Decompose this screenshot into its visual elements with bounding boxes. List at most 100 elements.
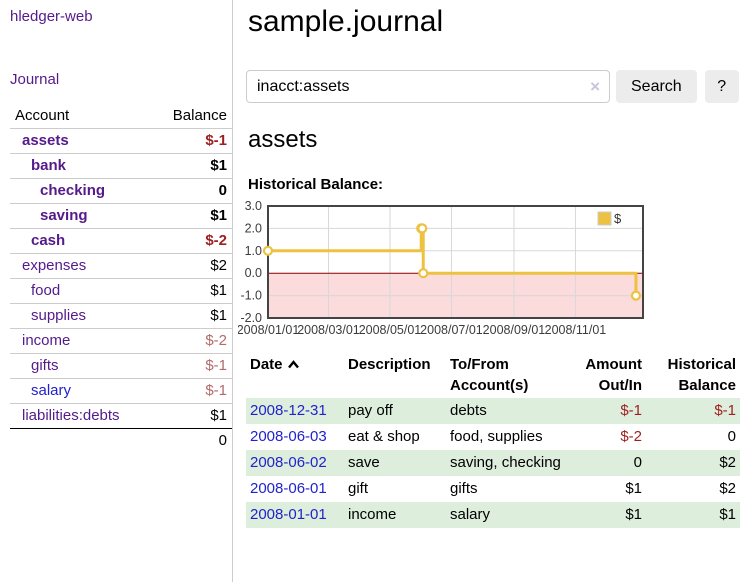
- account-row: cash $-2: [10, 228, 232, 254]
- svg-text:2008/01/01: 2008/01/01: [238, 323, 299, 337]
- svg-text:2008/05/01: 2008/05/01: [359, 323, 422, 337]
- register-row: 2008-06-01 gift gifts $1 $2: [246, 476, 740, 502]
- account-balance: $-1: [205, 132, 227, 149]
- account-row: income $-2: [10, 328, 232, 354]
- clear-search-icon[interactable]: ×: [590, 77, 600, 96]
- account-balance: $1: [210, 407, 227, 424]
- transaction-description: gift: [348, 480, 369, 497]
- chart-title: Historical Balance:: [248, 176, 384, 193]
- register-header-date[interactable]: Date: [246, 352, 344, 398]
- account-link[interactable]: expenses: [22, 257, 87, 274]
- app-title-link[interactable]: hledger-web: [10, 8, 93, 25]
- account-link[interactable]: food: [31, 282, 61, 299]
- account-row: expenses $2: [10, 253, 232, 279]
- transaction-amount: $1: [625, 506, 642, 523]
- search-box: ×: [246, 70, 610, 103]
- register-header-amount: Amount Out/In: [585, 356, 642, 394]
- account-row: food $1: [10, 278, 232, 304]
- transaction-accounts: food, supplies: [450, 428, 543, 445]
- transaction-date-link[interactable]: 2008-06-02: [250, 454, 327, 471]
- account-link[interactable]: checking: [40, 182, 106, 199]
- register-header-accounts: To/From Account(s): [450, 356, 529, 394]
- account-link[interactable]: bank: [31, 157, 67, 174]
- sidebar-item-journal[interactable]: Journal: [10, 71, 60, 88]
- account-link[interactable]: liabilities:debts: [22, 407, 120, 424]
- account-row: supplies $1: [10, 303, 232, 329]
- sidebar: hledger-web Journal Account Balance asse…: [0, 0, 233, 582]
- account-row: bank $1: [10, 153, 232, 179]
- svg-text:3.0: 3.0: [245, 200, 262, 213]
- svg-text:2008/07/01: 2008/07/01: [420, 323, 483, 337]
- svg-text:2008/09/01: 2008/09/01: [483, 323, 546, 337]
- account-heading: assets: [248, 126, 318, 153]
- account-link[interactable]: cash: [31, 232, 66, 249]
- account-row: saving $1: [10, 203, 232, 229]
- historical-balance-chart: $3.0 2.0 1.0 0.0 -1.0 -2.0 2008/01/01 2008/03/0…: [237, 199, 740, 352]
- search-input[interactable]: [247, 77, 589, 96]
- chart-svg: $3.0 2.0 1.0 0.0 -1.0 -2.02008/01/012008/03/0…: [237, 199, 644, 337]
- transaction-description: pay off: [348, 402, 393, 419]
- transaction-balance: $1: [719, 506, 736, 523]
- account-balance: $-2: [205, 232, 227, 249]
- account-link[interactable]: saving: [40, 207, 88, 224]
- transaction-date-link[interactable]: 2008-01-01: [250, 506, 327, 523]
- account-balance: $-2: [205, 332, 227, 349]
- help-button[interactable]: ?: [704, 70, 739, 103]
- svg-text:0.0: 0.0: [245, 266, 262, 280]
- account-link[interactable]: supplies: [31, 307, 87, 324]
- svg-text:-2.0: -2.0: [240, 311, 262, 325]
- sort-asc-icon: [287, 354, 300, 375]
- account-link[interactable]: assets: [22, 132, 69, 149]
- transaction-date-link[interactable]: 2008-06-03: [250, 428, 327, 445]
- search-button[interactable]: Search: [616, 70, 697, 103]
- register-row: 2008-06-02 save saving, checking 0 $2: [246, 450, 740, 476]
- account-balance: $1: [210, 207, 227, 224]
- svg-text:1.0: 1.0: [245, 244, 262, 258]
- account-link[interactable]: gifts: [31, 357, 59, 374]
- register-header-balance: Historical Balance: [667, 356, 736, 394]
- transaction-accounts: gifts: [450, 480, 478, 497]
- account-balance: $-1: [205, 382, 227, 399]
- transaction-amount: $1: [625, 480, 642, 497]
- transaction-amount: $-1: [620, 402, 642, 419]
- svg-text:2008/11/01: 2008/11/01: [545, 323, 607, 337]
- account-row: checking 0: [10, 178, 232, 204]
- accounts-total-row: 0: [10, 428, 232, 453]
- transaction-accounts: salary: [450, 506, 491, 523]
- register-row: 2008-01-01 income salary $1 $1: [246, 502, 740, 528]
- transaction-date-link[interactable]: 2008-12-31: [250, 402, 327, 419]
- svg-text:$: $: [614, 211, 622, 226]
- account-link[interactable]: income: [22, 332, 71, 349]
- account-balance: $-1: [205, 357, 227, 374]
- account-balance: $2: [210, 257, 227, 274]
- register-table: Date Description To/From Account(s) Amou…: [246, 352, 740, 528]
- transaction-balance: $2: [719, 480, 736, 497]
- accounts-header-balance: Balance: [172, 107, 227, 124]
- svg-text:-1.0: -1.0: [240, 289, 262, 303]
- account-row: assets $-1: [10, 128, 232, 154]
- search-row: × Search ?: [246, 70, 740, 103]
- account-balance: $1: [210, 282, 227, 299]
- account-link[interactable]: salary: [31, 382, 72, 399]
- transaction-balance: $-1: [714, 402, 736, 419]
- main-content: sample.journal × Search ? assets Histori…: [237, 0, 740, 528]
- register-header-description: Description: [348, 356, 431, 373]
- transaction-balance: 0: [727, 428, 736, 445]
- register-row: 2008-12-31 pay off debts $-1 $-1: [246, 398, 740, 424]
- transaction-description: income: [348, 506, 397, 523]
- accounts-header-account: Account: [15, 107, 70, 124]
- account-row: gifts $-1: [10, 353, 232, 379]
- transaction-description: save: [348, 454, 380, 471]
- transaction-amount: $-2: [620, 428, 642, 445]
- svg-text:2008/03/01: 2008/03/01: [297, 323, 360, 337]
- account-row: liabilities:debts $1: [10, 403, 232, 429]
- account-balance: $1: [210, 307, 227, 324]
- svg-text:2.0: 2.0: [245, 221, 262, 235]
- register-row: 2008-06-03 eat & shop food, supplies $-2 0: [246, 424, 740, 450]
- accounts-table: Account Balance assets $-1 bank $1 checking 0…: [10, 104, 232, 453]
- transaction-balance: $2: [719, 454, 736, 471]
- transaction-amount: 0: [633, 454, 642, 471]
- transaction-accounts: saving, checking: [450, 454, 561, 471]
- transaction-date-link[interactable]: 2008-06-01: [250, 480, 327, 497]
- transaction-description: eat & shop: [348, 428, 420, 445]
